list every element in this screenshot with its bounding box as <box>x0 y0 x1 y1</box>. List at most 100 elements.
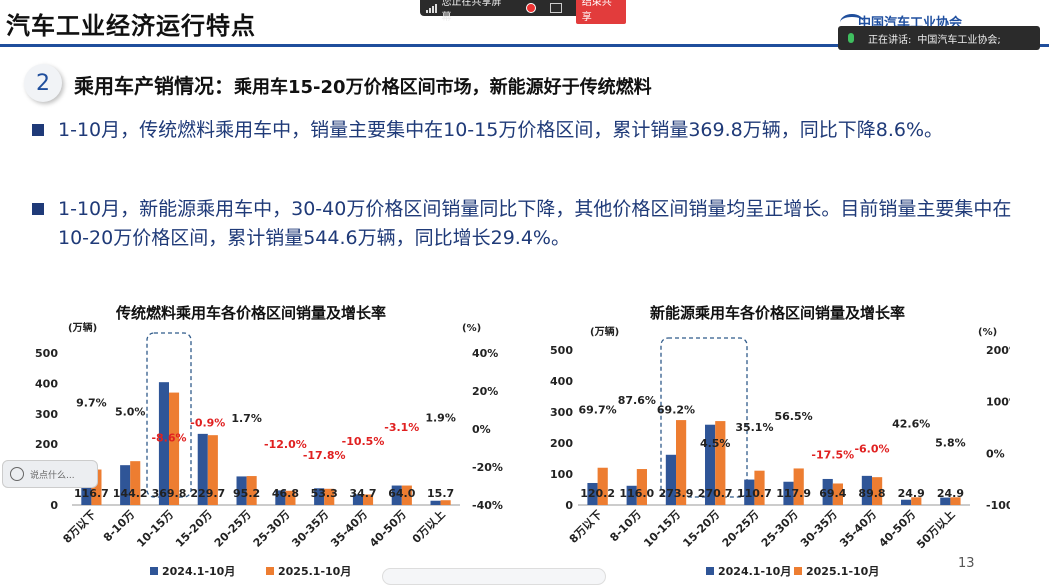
y-tick-label: 500 <box>550 344 573 357</box>
bar-2025 <box>597 467 608 505</box>
bullet-item: 1-10月，新能源乘用车中，30-40万价格区间销量同比下降，其他价格区间销量均… <box>32 195 1022 253</box>
value-label: 110.7 <box>737 487 772 500</box>
page-number: 13 <box>958 556 975 571</box>
value-label: 369.8 <box>152 487 187 500</box>
legend-swatch <box>706 567 714 575</box>
y2-tick-label: -40% <box>472 499 503 512</box>
y-tick-label: 500 <box>35 347 58 360</box>
bullet-text: 1-10月，新能源乘用车中，30-40万价格区间销量同比下降，其他价格区间销量均… <box>58 198 1012 249</box>
y2-tick-label: -20% <box>472 461 503 474</box>
value-label: 273.9 <box>659 487 694 500</box>
growth-rate-label: -6.0% <box>854 442 889 455</box>
y-axis-unit: (万辆) <box>590 325 619 338</box>
x-tick-label: 0万以上 <box>409 507 448 546</box>
growth-rate-label: 87.6% <box>618 394 656 407</box>
section-number: 2 <box>24 64 62 102</box>
legend-label: 2024.1-10月 <box>718 565 791 578</box>
chat-widget[interactable]: 说点什么... <box>2 460 98 488</box>
value-label: 24.9 <box>937 487 964 500</box>
bullet-square-icon <box>32 203 44 215</box>
x-tick-label: 40-50万 <box>876 508 918 550</box>
x-tick-label: 10-15万 <box>134 508 176 550</box>
legend-label: 2025.1-10月 <box>806 565 879 578</box>
x-tick-label: 30-35万 <box>798 508 840 550</box>
section-heading: 乘用车产销情况：乘用车15-20万价格区间市场，新能源好于传统燃料 <box>74 70 652 99</box>
bar-2024 <box>705 424 716 505</box>
y-tick-label: 300 <box>550 406 573 419</box>
y-tick-label: 200 <box>35 438 58 451</box>
bar-2024 <box>783 481 794 505</box>
y-tick-label: 0 <box>565 499 573 512</box>
bar-2025 <box>950 497 961 505</box>
y2-axis-unit: (%) <box>978 327 997 338</box>
bar-2024 <box>940 497 951 505</box>
signal-icon <box>426 3 437 13</box>
value-label: 116.7 <box>74 487 109 500</box>
bar-2025 <box>285 490 296 505</box>
bar-2025 <box>324 488 335 505</box>
growth-rate-label: -10.5% <box>342 435 385 448</box>
bar-2024 <box>665 454 676 505</box>
y2-tick-label: 20% <box>472 385 498 398</box>
y2-tick-label: 0% <box>986 447 1005 460</box>
stop-share-button[interactable]: 结束共享 <box>575 0 626 24</box>
legend-label: 2025.1-10月 <box>278 565 351 578</box>
legend-label: 2024.1-10月 <box>162 565 235 578</box>
y-axis-unit: (万辆) <box>68 321 97 334</box>
y-tick-label: 0 <box>50 499 58 512</box>
value-label: 69.4 <box>819 487 846 500</box>
bar-2024 <box>314 488 325 505</box>
chat-placeholder: 说点什么... <box>30 470 75 481</box>
growth-rate-label: 5.0% <box>115 406 146 419</box>
x-tick-label: 35-40万 <box>837 508 879 550</box>
x-tick-label: 10-15万 <box>641 508 683 550</box>
bar-2024 <box>587 482 598 505</box>
slide-title: 汽车工业经济运行特点 <box>6 12 256 40</box>
growth-rate-label: 1.7% <box>231 412 262 425</box>
y-tick-label: 400 <box>35 377 58 390</box>
growth-rate-label: -8.6% <box>151 431 186 444</box>
bar-2024 <box>822 478 833 505</box>
highlight-box <box>146 332 192 498</box>
bullet-square-icon <box>32 124 44 136</box>
title-divider <box>0 44 1049 47</box>
camera-off-icon[interactable] <box>550 3 562 13</box>
growth-rate-label: 69.2% <box>657 404 695 417</box>
speaking-indicator: 正在讲话: 中国汽车工业协会; <box>838 26 1040 50</box>
share-status: 您正在共享屏幕 <box>441 0 502 23</box>
growth-rate-label: 4.5% <box>700 437 731 450</box>
value-label: 120.2 <box>580 487 615 500</box>
y-tick-label: 300 <box>35 408 58 421</box>
value-label: 89.8 <box>858 487 885 500</box>
bar-2025 <box>754 470 765 505</box>
legend-swatch <box>150 567 158 575</box>
bar-2025 <box>363 494 374 505</box>
value-label: 95.2 <box>233 487 260 500</box>
value-label: 34.7 <box>349 487 376 500</box>
bar-2024 <box>430 500 441 505</box>
value-label: 229.7 <box>190 487 225 500</box>
speaker-name: 中国汽车工业协会; <box>917 34 1001 46</box>
x-tick-label: 8-10万 <box>607 508 643 544</box>
bar-2025 <box>401 485 412 505</box>
value-label: 116.0 <box>619 487 654 500</box>
legend-swatch <box>266 567 274 575</box>
record-icon[interactable] <box>526 3 537 13</box>
chart-title-nev: 新能源乘用车各价格区间销量及增长率 <box>650 304 906 322</box>
bottom-toolbar[interactable] <box>382 568 606 585</box>
emoji-icon[interactable] <box>10 467 24 481</box>
growth-rate-label: 1.9% <box>425 411 456 424</box>
x-tick-label: 25-30万 <box>759 508 801 550</box>
section-subtitle: 乘用车15-20万价格区间市场，新能源好于传统燃料 <box>234 77 652 98</box>
chart-title-ice: 传统燃料乘用车各价格区间销量及增长率 <box>116 304 387 322</box>
bar-2024 <box>901 499 912 505</box>
bar-2024 <box>197 433 208 505</box>
value-label: 144.2 <box>113 487 148 500</box>
bar-2025 <box>130 461 141 505</box>
bar-2025 <box>793 468 804 505</box>
bar-2024 <box>744 479 755 505</box>
legend-swatch <box>794 567 802 575</box>
value-label: 270.7 <box>698 487 733 500</box>
value-label: 117.9 <box>776 487 811 500</box>
y2-tick-label: -100% <box>986 499 1010 512</box>
